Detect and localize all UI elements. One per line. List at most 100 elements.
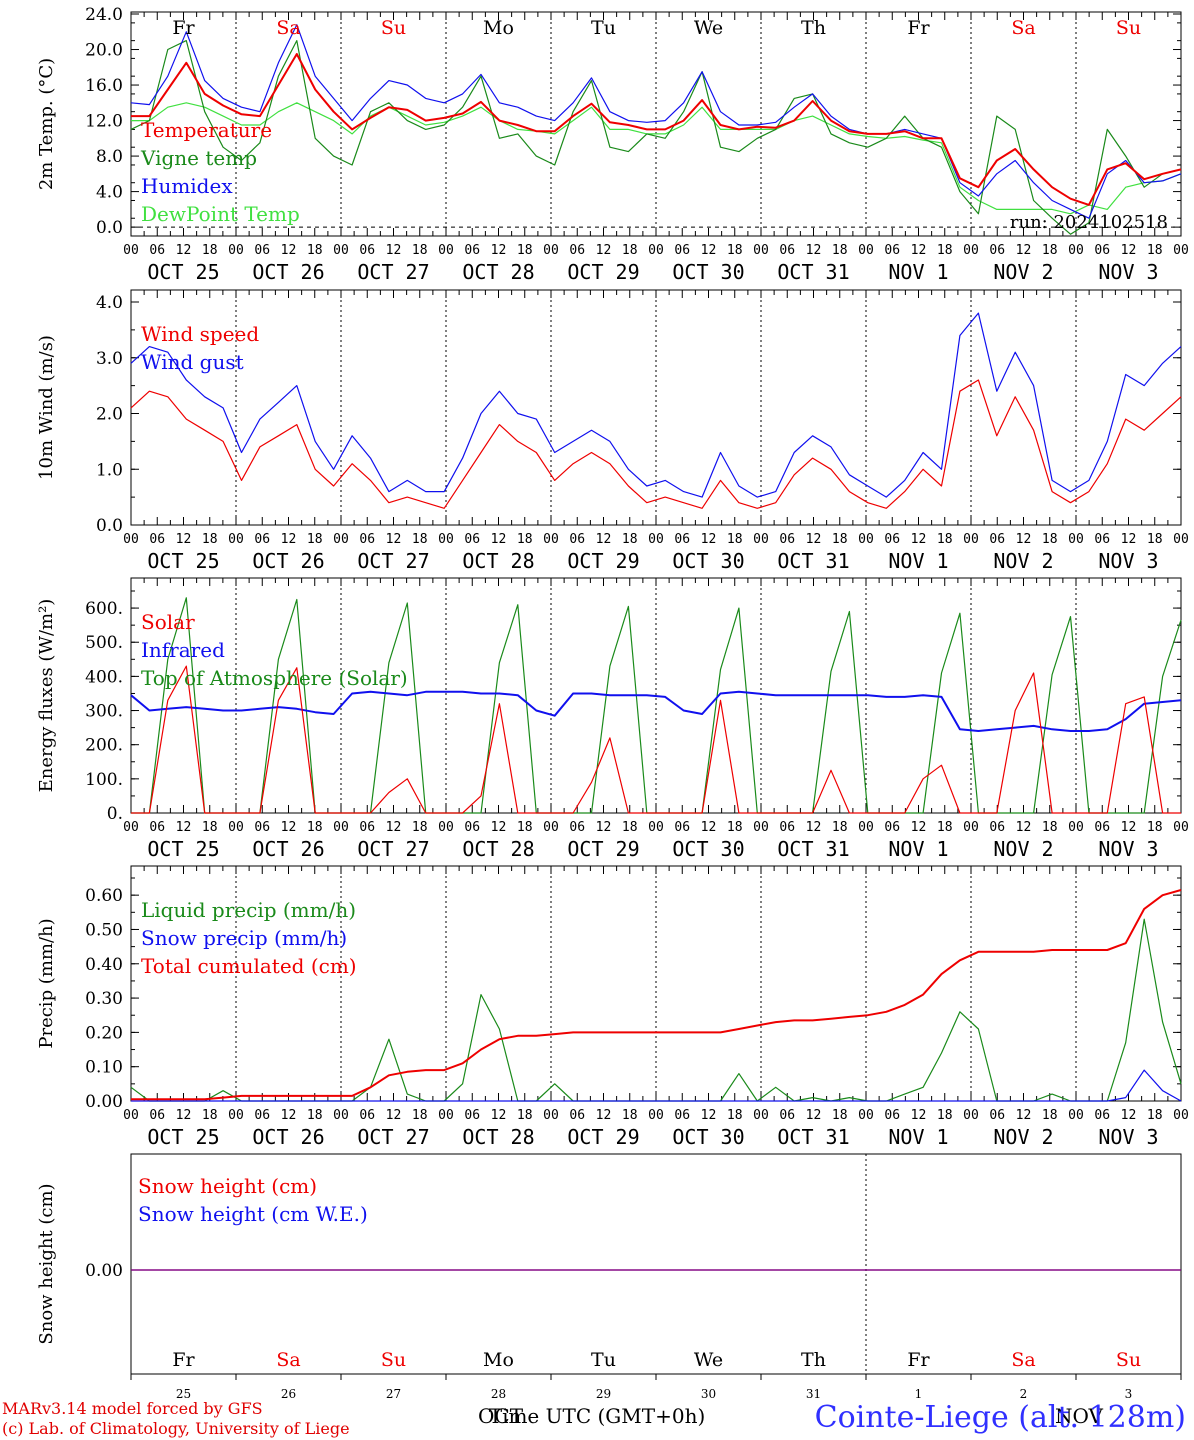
- hour-tick-label: 18: [937, 820, 953, 835]
- y-tick-label: 2.0: [96, 405, 123, 425]
- hour-tick-label: 06: [674, 820, 690, 835]
- hour-tick-label: 18: [1147, 1108, 1163, 1123]
- weekday-label: Su: [1116, 17, 1141, 39]
- legend-entry: Total cumulated (cm): [141, 954, 357, 978]
- hour-tick-label: 06: [569, 243, 585, 258]
- hour-tick-label: 12: [911, 243, 927, 258]
- hour-tick-label: 00: [858, 820, 874, 835]
- hour-tick-label: 12: [176, 820, 192, 835]
- hour-tick-label: 18: [517, 820, 533, 835]
- hour-tick-label: 18: [202, 820, 218, 835]
- hour-tick-label: 00: [1068, 1108, 1084, 1123]
- month-overlap-oct: OCT: [478, 1404, 524, 1428]
- hour-tick-label: 12: [1016, 820, 1032, 835]
- hour-tick-label: 00: [1068, 820, 1084, 835]
- hour-tick-label: 06: [464, 243, 480, 258]
- hour-tick-label: 00: [438, 243, 454, 258]
- series-line-top-of-atmosphere-solar-: [131, 597, 1182, 814]
- hour-tick-label: 18: [622, 243, 638, 258]
- series-lines: [130, 24, 1182, 1271]
- hour-tick-label: 06: [674, 532, 690, 547]
- series-line-total-cumulated-cm-: [131, 889, 1182, 1101]
- hour-tick-label: 06: [569, 1108, 585, 1123]
- date-label: OCT 31: [777, 1125, 849, 1149]
- date-label: OCT 28: [462, 837, 534, 861]
- hour-tick-label: 00: [648, 532, 664, 547]
- y-tick-label: 500.: [85, 633, 123, 653]
- hour-tick-label: 00: [753, 532, 769, 547]
- hour-tick-label: 12: [701, 532, 717, 547]
- legend-entry: Snow height (cm W.E.): [138, 1202, 368, 1226]
- series-line-solar: [131, 665, 1181, 814]
- series-line-infrared: [130, 690, 1182, 732]
- y-tick-label: 600.: [85, 599, 123, 619]
- hour-tick-label: 18: [832, 1108, 848, 1123]
- series-line-vigne-temp: [130, 39, 1182, 235]
- weekday-label: Mo: [483, 17, 514, 39]
- hour-tick-label: 12: [596, 1108, 612, 1123]
- weekday-label: Fr: [907, 17, 930, 39]
- date-label: OCT 25: [147, 260, 219, 284]
- hour-tick-label: 00: [228, 532, 244, 547]
- hour-tick-label: 18: [307, 243, 323, 258]
- hour-tick-label: 18: [937, 243, 953, 258]
- date-label: NOV 3: [1098, 837, 1158, 861]
- date-label: OCT 27: [357, 549, 429, 573]
- y-tick-label: 0.0: [96, 218, 123, 238]
- day-number-label: 29: [596, 1387, 611, 1401]
- hour-tick-label: 12: [281, 532, 297, 547]
- plot-frames: [130, 11, 1182, 1380]
- hour-tick-label: 06: [464, 820, 480, 835]
- hour-tick-label: 06: [989, 820, 1005, 835]
- hour-tick-label: 00: [123, 820, 139, 835]
- day-number-label: 2: [1020, 1387, 1028, 1401]
- hour-tick-label: 00: [1173, 532, 1189, 547]
- hour-tick-label: 06: [149, 243, 165, 258]
- y-tick-label: 300.: [85, 702, 123, 722]
- hour-tick-label: 00: [123, 243, 139, 258]
- date-label: OCT 29: [567, 837, 639, 861]
- hour-tick-label: 00: [438, 532, 454, 547]
- weekday-label-bottom: Sa: [1011, 1349, 1035, 1371]
- hour-tick-label: 18: [727, 820, 743, 835]
- hour-tick-label: 18: [727, 243, 743, 258]
- y-axis-label: Snow height (cm): [36, 1183, 57, 1344]
- hour-tick-label: 06: [1094, 820, 1110, 835]
- hour-tick-label: 18: [1147, 243, 1163, 258]
- hour-tick-label: 06: [149, 820, 165, 835]
- hour-tick-label: 06: [884, 532, 900, 547]
- day-number-label: 3: [1125, 1387, 1133, 1401]
- date-label: OCT 28: [462, 549, 534, 573]
- hour-tick-label: 18: [937, 1108, 953, 1123]
- weekday-label-bottom: Su: [381, 1349, 406, 1371]
- weekday-label: Sa: [276, 17, 300, 39]
- hour-tick-label: 18: [307, 532, 323, 547]
- weekday-label: Sa: [1011, 17, 1035, 39]
- hour-tick-label: 18: [937, 532, 953, 547]
- day-number-label: 25: [176, 1387, 191, 1401]
- date-label: OCT 28: [462, 1125, 534, 1149]
- date-label: OCT 25: [147, 837, 219, 861]
- hour-tick-label: 06: [1094, 243, 1110, 258]
- hour-tick-label: 12: [491, 820, 507, 835]
- date-label: NOV 2: [993, 549, 1053, 573]
- hour-tick-label: 12: [1121, 820, 1137, 835]
- date-label: OCT 27: [357, 260, 429, 284]
- hour-tick-label: 06: [359, 820, 375, 835]
- hour-tick-label: 18: [622, 820, 638, 835]
- hour-tick-label: 00: [123, 532, 139, 547]
- y-axis-label: 10m Wind (m/s): [36, 335, 57, 480]
- hour-tick-label: 06: [464, 532, 480, 547]
- hour-tick-label: 12: [176, 243, 192, 258]
- hour-tick-label: 12: [701, 1108, 717, 1123]
- date-label: OCT 30: [672, 1125, 744, 1149]
- hour-tick-label: 12: [281, 1108, 297, 1123]
- weekday-label-bottom: Su: [1116, 1349, 1141, 1371]
- hour-tick-label: 12: [1016, 532, 1032, 547]
- day-number-label: 27: [386, 1387, 401, 1401]
- date-label: NOV 3: [1098, 260, 1158, 284]
- hour-tick-label: 00: [543, 820, 559, 835]
- series-line-wind-gust: [130, 312, 1182, 498]
- hour-tick-label: 12: [701, 243, 717, 258]
- hour-tick-label: 06: [779, 532, 795, 547]
